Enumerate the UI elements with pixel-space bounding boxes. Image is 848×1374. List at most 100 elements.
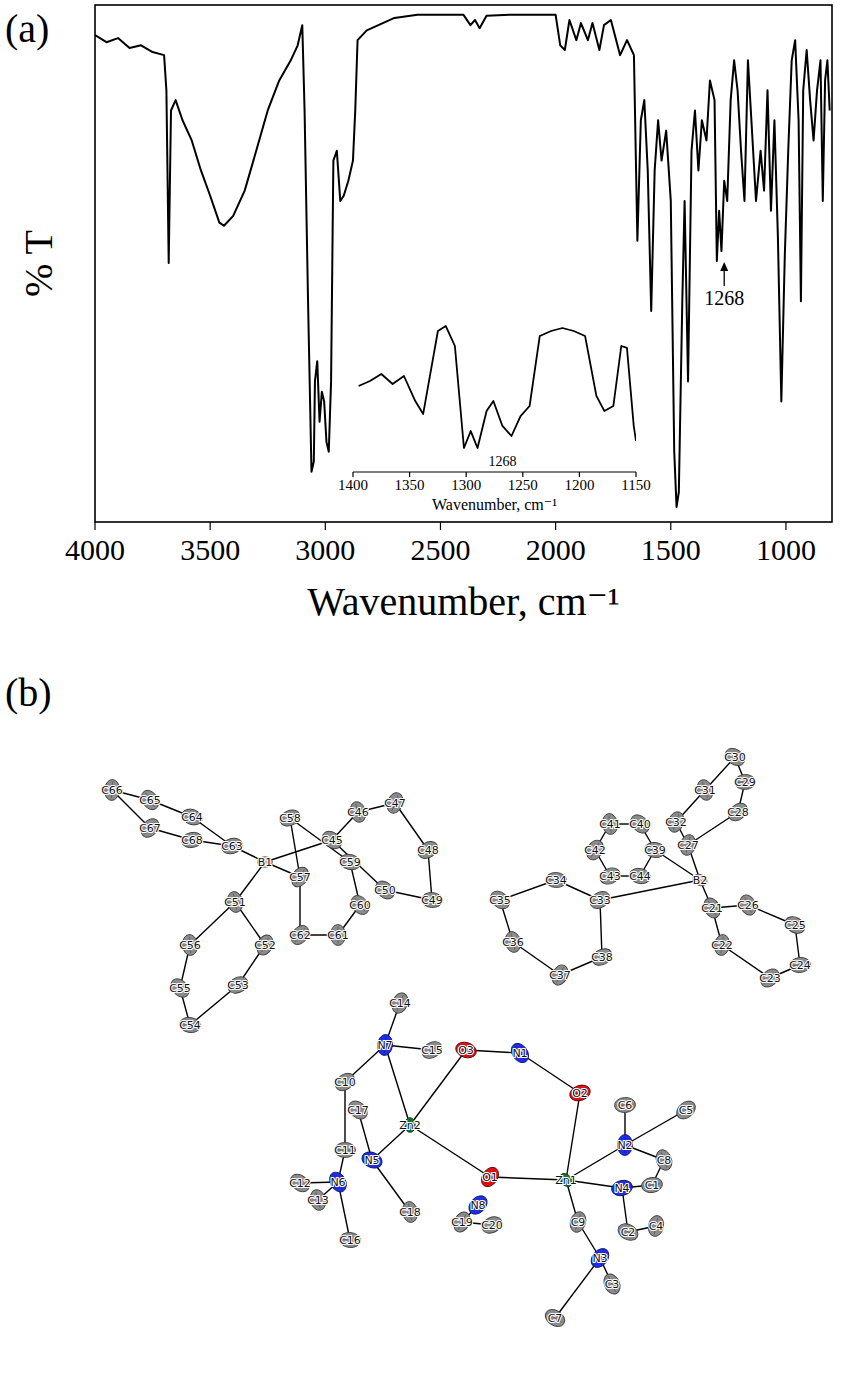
atom-label: C48 [417, 844, 439, 857]
atom-ellipsoid [700, 895, 723, 921]
x-tick-label: 2000 [526, 533, 586, 566]
atom-ellipsoid [308, 1188, 328, 1212]
spectrum-line [359, 326, 636, 448]
atom-ellipsoid [734, 774, 756, 790]
atom-ellipsoid [288, 922, 312, 948]
atom-label: C19 [451, 1216, 473, 1229]
atom-ellipsoid [254, 932, 277, 957]
atom-label: C23 [759, 972, 781, 985]
atom-ellipsoid [614, 1097, 636, 1113]
atom-ellipsoid [568, 1210, 588, 1234]
x-tick-label: 1250 [508, 477, 538, 493]
atom-label: C2 [621, 1226, 636, 1239]
bond [566, 1093, 580, 1180]
atom-label: C24 [789, 959, 811, 972]
atom-label: O2 [572, 1087, 588, 1100]
atom-ellipsoid [339, 1231, 361, 1248]
atom-ellipsoid [615, 1220, 641, 1243]
atom-label: C12 [289, 1177, 311, 1190]
atom-ellipsoid [419, 1038, 445, 1062]
annotation-arrowhead [720, 262, 728, 271]
atom-label: N1 [512, 1047, 527, 1060]
atom-ellipsoid [376, 1034, 393, 1057]
atom-ellipsoid [782, 913, 808, 936]
x-tick-label: 1200 [564, 477, 594, 493]
annotation-arrow [724, 269, 725, 286]
atom-ellipsoid [138, 787, 162, 813]
atom-ellipsoid [478, 1164, 502, 1190]
atom-label: C17 [347, 1104, 369, 1117]
atom-ellipsoid [326, 1169, 349, 1195]
atom-label: C47 [384, 797, 406, 810]
atom-label: C61 [327, 929, 349, 942]
atom-label: C44 [629, 870, 651, 883]
panel-label: (b) [5, 670, 52, 715]
x-axis [353, 471, 636, 472]
atom-ellipsoid [348, 892, 373, 918]
bond [410, 1050, 466, 1125]
atom-ellipsoid [583, 837, 606, 863]
atom-ellipsoid [465, 1192, 490, 1218]
atom-label: N7 [377, 1039, 392, 1052]
atom-label: C21 [701, 902, 723, 915]
atom-ellipsoid [345, 1097, 371, 1122]
atom-label: C58 [279, 812, 301, 825]
x-tick [440, 522, 441, 530]
atom-label: C45 [321, 834, 343, 847]
atom-label: C50 [374, 884, 396, 897]
atom-label: C34 [545, 874, 567, 887]
spectrum-chart: 4000350030002500200015001000Wavenumber, … [16, 5, 832, 624]
atom-ellipsoid [451, 1209, 474, 1235]
atom-label: N3 [592, 1252, 607, 1265]
atom-ellipsoid [665, 810, 686, 835]
atom-label: C32 [665, 816, 687, 829]
atom-label: C20 [481, 1219, 503, 1232]
atom-ellipsoid [610, 1178, 634, 1198]
atom-labels: B1C45C46C47C48C49C50C51C52C53C54C55C56C5… [101, 751, 811, 1325]
atom-ellipsoid [384, 791, 406, 816]
atom-label: C52 [254, 939, 276, 952]
spectrum-line [95, 15, 830, 507]
atom-label: C56 [179, 939, 201, 952]
atom-ellipsoid [640, 1176, 663, 1194]
atom-label: C59 [339, 856, 361, 869]
atom-ellipsoid [180, 806, 205, 827]
atom-ellipsoid [549, 962, 571, 987]
atom-ellipsoid [487, 888, 513, 913]
atom-ellipsoid [334, 1142, 355, 1157]
atom-label: C26 [737, 899, 759, 912]
bond [555, 1258, 600, 1318]
bond [600, 880, 700, 900]
atom-label: N4 [614, 1182, 629, 1195]
atom-label: C7 [548, 1312, 563, 1325]
atom-label: B2 [693, 874, 708, 887]
atom-label: C46 [347, 806, 369, 819]
atom-label: C54 [179, 1019, 201, 1032]
atom-label: C66 [101, 784, 123, 797]
atom-ellipsoid [568, 1082, 593, 1103]
atom-ellipsoid [737, 892, 759, 917]
atom-ellipsoid [597, 865, 622, 887]
x-tick-label: 3500 [180, 533, 240, 566]
x-tick [325, 522, 326, 530]
atom-ellipsoid [508, 1040, 532, 1066]
atom-ellipsoid [587, 888, 613, 912]
atom-label: C33 [589, 894, 611, 907]
bonds [112, 757, 800, 1318]
x-axis-title: Wavenumber, cm⁻¹ [432, 496, 557, 513]
atoms [104, 745, 812, 1330]
atom-label: C1 [645, 1179, 660, 1192]
atom-label: Zn2 [399, 1119, 421, 1132]
atom-label: C30 [724, 751, 746, 764]
x-tick [210, 522, 211, 530]
x-tick-label: 1350 [395, 477, 425, 493]
atom-label: N6 [330, 1176, 345, 1189]
atom-label: C25 [784, 919, 806, 932]
atom-label: Zn1 [555, 1174, 577, 1187]
atom-ellipsoid [277, 807, 302, 829]
atom-label: C62 [289, 929, 311, 942]
atom-label: C29 [734, 776, 756, 789]
atom-ellipsoid [389, 990, 411, 1015]
atom-label: C22 [711, 939, 733, 952]
atom-ellipsoid [617, 1134, 633, 1156]
